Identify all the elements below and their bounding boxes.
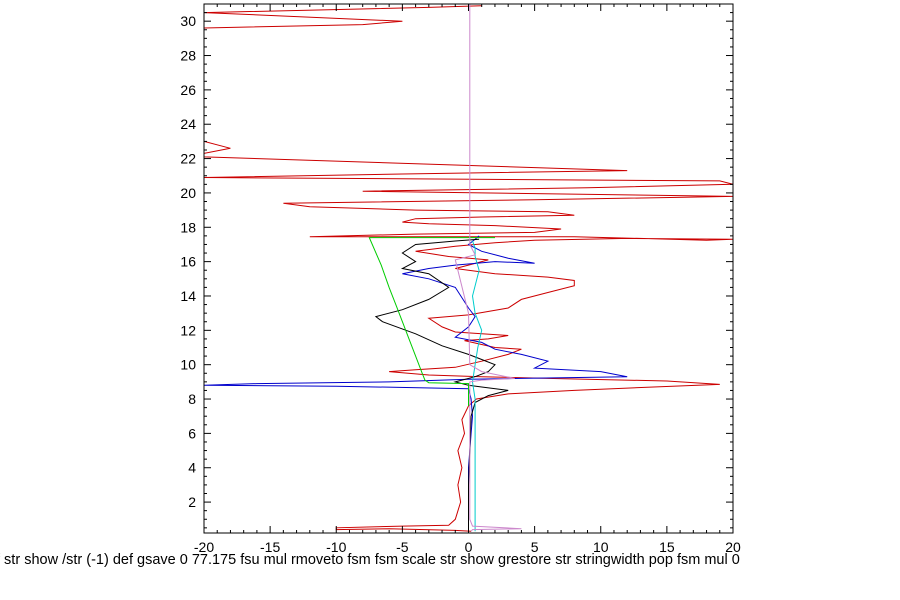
y-tick-label: 8 — [188, 391, 196, 407]
x-tick-label: 15 — [659, 539, 675, 555]
x-tick-label: 5 — [531, 539, 539, 555]
y-tick-label: 22 — [180, 151, 196, 167]
series-line-3 — [374, 238, 509, 530]
y-tick-label: 28 — [180, 48, 196, 64]
y-tick-label: 10 — [180, 357, 196, 373]
y-tick-label: 14 — [180, 288, 196, 304]
series-line-2 — [204, 235, 628, 530]
x-tick-label: -10 — [326, 539, 346, 555]
x-tick-label: -5 — [396, 539, 409, 555]
series-line-1 — [204, 5, 733, 532]
y-tick-label: 20 — [180, 185, 196, 201]
axes-group: -20 -15 -10 -5 0 5 10 15 20246810121416182022242… — [180, 3, 741, 555]
y-tick-label: 12 — [180, 322, 196, 338]
y-tick-label: 24 — [180, 116, 196, 132]
x-tick-label: -20 — [194, 539, 214, 555]
x-tick-label: 20 — [725, 539, 741, 555]
x-tick-label: 10 — [593, 539, 609, 555]
series-group — [204, 4, 733, 532]
y-tick-label: 4 — [188, 460, 196, 476]
x-tick-label: -15 — [260, 539, 280, 555]
y-tick-label: 18 — [180, 219, 196, 235]
postscript-overflow-text: f str show /str (-1) def gsave 0 77.175 … — [0, 552, 740, 568]
series-line-5 — [471, 240, 483, 532]
y-tick-label: 26 — [180, 82, 196, 98]
y-tick-label: 6 — [188, 425, 196, 441]
x-tick-label: 0 — [465, 539, 473, 555]
y-tick-label: 16 — [180, 254, 196, 270]
series-line-6 — [454, 4, 522, 532]
plot-frame — [203, 3, 734, 534]
y-tick-label: 30 — [180, 13, 196, 29]
series-line-4 — [368, 237, 495, 406]
y-tick-label: 2 — [188, 494, 196, 510]
